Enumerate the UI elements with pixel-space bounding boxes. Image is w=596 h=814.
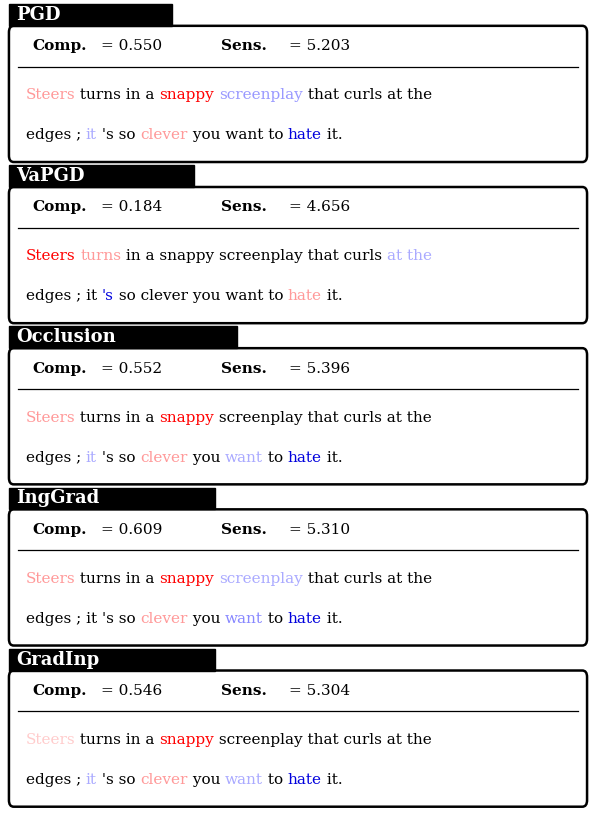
Text: want: want bbox=[225, 612, 263, 626]
Text: to: to bbox=[263, 612, 288, 626]
Text: Comp.: Comp. bbox=[33, 684, 87, 698]
Text: = 5.310: = 5.310 bbox=[289, 523, 350, 536]
Text: screenplay that curls at the: screenplay that curls at the bbox=[214, 410, 432, 425]
Text: you want to: you want to bbox=[188, 129, 288, 142]
Text: Sens.: Sens. bbox=[221, 361, 266, 375]
Text: Sens.: Sens. bbox=[221, 200, 266, 214]
Text: turns in a: turns in a bbox=[75, 571, 160, 586]
Text: 's so: 's so bbox=[97, 451, 140, 465]
Text: you: you bbox=[188, 612, 225, 626]
Bar bbox=[9, 165, 194, 187]
Text: it.: it. bbox=[322, 290, 343, 304]
Text: that curls at the: that curls at the bbox=[303, 88, 432, 103]
Text: turns in a: turns in a bbox=[75, 410, 160, 425]
Text: = 5.396: = 5.396 bbox=[289, 361, 350, 375]
Text: Sens.: Sens. bbox=[221, 523, 266, 536]
Text: edges ;: edges ; bbox=[26, 773, 86, 787]
Text: 's: 's bbox=[102, 290, 113, 304]
Text: screenplay: screenplay bbox=[219, 88, 303, 103]
Bar bbox=[9, 4, 172, 26]
Text: snappy: snappy bbox=[160, 571, 214, 586]
Text: clever: clever bbox=[140, 129, 188, 142]
Text: screenplay: screenplay bbox=[219, 571, 303, 586]
Text: = 0.552: = 0.552 bbox=[101, 361, 163, 375]
Text: clever: clever bbox=[140, 451, 188, 465]
FancyBboxPatch shape bbox=[9, 26, 587, 162]
Text: = 4.656: = 4.656 bbox=[289, 200, 350, 214]
Text: so clever you want to: so clever you want to bbox=[113, 290, 288, 304]
Text: Steers: Steers bbox=[26, 410, 75, 425]
Text: hate: hate bbox=[288, 129, 322, 142]
Text: edges ; it: edges ; it bbox=[26, 290, 102, 304]
Text: GradInp: GradInp bbox=[16, 650, 100, 668]
Text: turns in a: turns in a bbox=[75, 733, 160, 747]
Text: Comp.: Comp. bbox=[33, 39, 87, 53]
Text: at the: at the bbox=[387, 249, 432, 264]
FancyBboxPatch shape bbox=[9, 510, 587, 646]
FancyBboxPatch shape bbox=[9, 187, 587, 323]
Text: to: to bbox=[263, 451, 288, 465]
Text: turns in a: turns in a bbox=[75, 88, 160, 103]
Text: Steers: Steers bbox=[26, 733, 75, 747]
Text: it.: it. bbox=[322, 773, 343, 787]
Text: Comp.: Comp. bbox=[33, 200, 87, 214]
Text: it: it bbox=[86, 129, 97, 142]
Text: snappy: snappy bbox=[160, 88, 214, 103]
FancyBboxPatch shape bbox=[9, 348, 587, 484]
FancyBboxPatch shape bbox=[9, 671, 587, 807]
Bar bbox=[9, 649, 215, 671]
Text: hate: hate bbox=[288, 290, 322, 304]
Text: it: it bbox=[86, 451, 97, 465]
Text: Comp.: Comp. bbox=[33, 523, 87, 536]
Text: to: to bbox=[263, 773, 288, 787]
Text: Steers: Steers bbox=[26, 249, 75, 264]
Text: edges ;: edges ; bbox=[26, 129, 86, 142]
Text: clever: clever bbox=[140, 612, 188, 626]
Text: hate: hate bbox=[288, 451, 322, 465]
Text: in a snappy screenplay that curls: in a snappy screenplay that curls bbox=[121, 249, 387, 264]
Text: = 5.203: = 5.203 bbox=[289, 39, 350, 53]
Text: it.: it. bbox=[322, 612, 343, 626]
Text: IngGrad: IngGrad bbox=[16, 489, 100, 507]
Text: Occlusion: Occlusion bbox=[16, 328, 116, 346]
Text: 's so: 's so bbox=[97, 129, 140, 142]
Text: it: it bbox=[86, 773, 97, 787]
Bar bbox=[9, 326, 237, 348]
Text: Comp.: Comp. bbox=[33, 361, 87, 375]
Text: = 5.304: = 5.304 bbox=[289, 684, 350, 698]
Text: it.: it. bbox=[322, 451, 343, 465]
Text: clever: clever bbox=[140, 773, 188, 787]
Bar bbox=[9, 488, 215, 510]
Text: edges ; it 's so: edges ; it 's so bbox=[26, 612, 140, 626]
Text: it.: it. bbox=[322, 129, 343, 142]
Text: Sens.: Sens. bbox=[221, 39, 266, 53]
Text: Sens.: Sens. bbox=[221, 684, 266, 698]
Text: snappy: snappy bbox=[160, 733, 214, 747]
Text: = 0.550: = 0.550 bbox=[101, 39, 163, 53]
Text: you: you bbox=[188, 773, 225, 787]
Text: 's so: 's so bbox=[97, 773, 140, 787]
Text: snappy: snappy bbox=[160, 410, 214, 425]
Text: you: you bbox=[188, 451, 225, 465]
Text: = 0.184: = 0.184 bbox=[101, 200, 163, 214]
Text: turns: turns bbox=[80, 249, 121, 264]
Text: want: want bbox=[225, 451, 263, 465]
Text: hate: hate bbox=[288, 612, 322, 626]
Text: screenplay that curls at the: screenplay that curls at the bbox=[214, 733, 432, 747]
Text: edges ;: edges ; bbox=[26, 451, 86, 465]
Text: Steers: Steers bbox=[26, 88, 75, 103]
Text: hate: hate bbox=[288, 773, 322, 787]
Text: = 0.609: = 0.609 bbox=[101, 523, 163, 536]
Text: PGD: PGD bbox=[16, 6, 61, 24]
Text: that curls at the: that curls at the bbox=[303, 571, 432, 586]
Text: want: want bbox=[225, 773, 263, 787]
Text: VaPGD: VaPGD bbox=[16, 167, 85, 185]
Text: Steers: Steers bbox=[26, 571, 75, 586]
Text: = 0.546: = 0.546 bbox=[101, 684, 163, 698]
